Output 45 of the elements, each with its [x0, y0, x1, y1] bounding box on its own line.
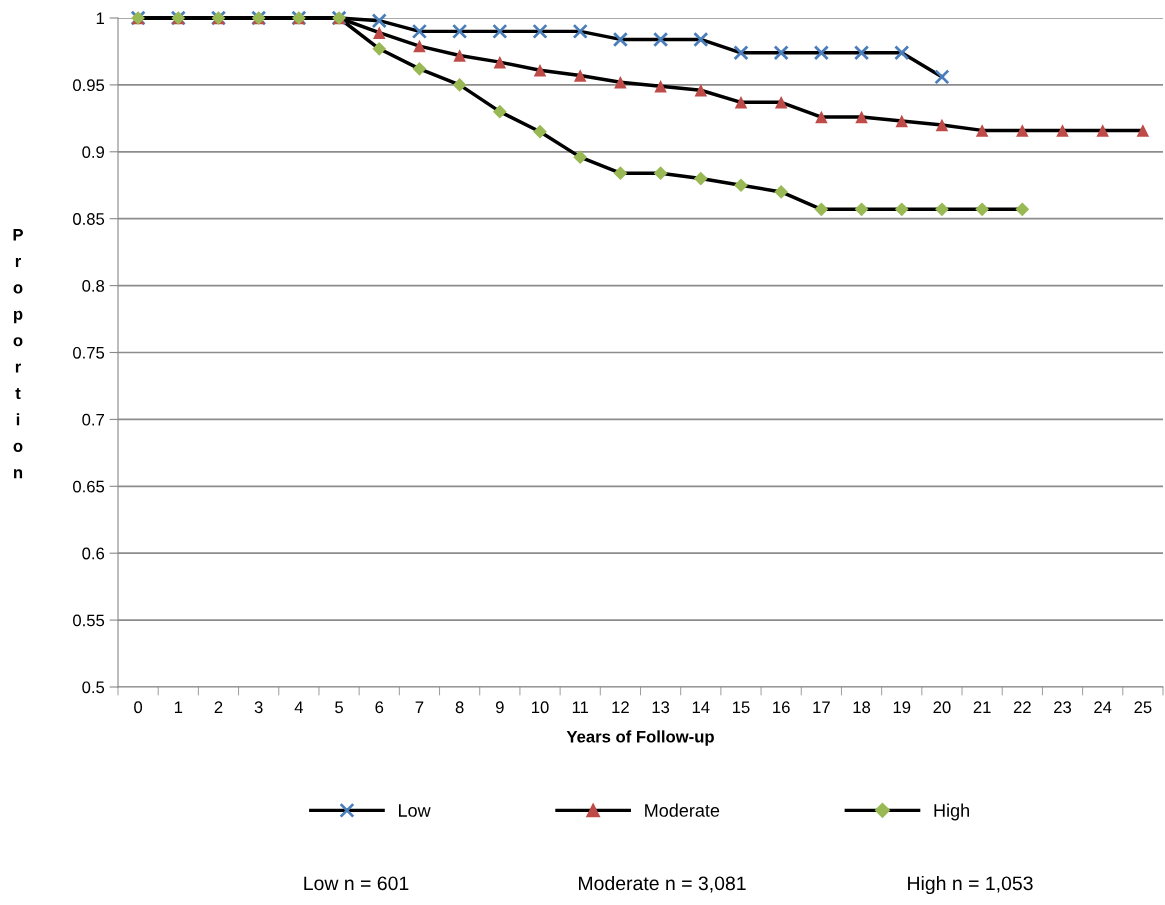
x-tick-label: 12: [612, 701, 629, 713]
y-tick-label: 0.65: [73, 480, 105, 493]
x-tick-label: 2: [214, 701, 223, 713]
y-tick-label: 0.55: [73, 614, 105, 627]
y-tick-label: 0.9: [82, 146, 105, 158]
x-tick-label: 18: [853, 701, 871, 714]
x-tick-label: 4: [294, 701, 304, 713]
legend-label: Moderate: [645, 803, 720, 817]
x-tick-label: 0: [134, 701, 143, 714]
x-tick-label: 9: [495, 701, 504, 714]
x-axis-title: Years of Follow-up: [566, 730, 714, 746]
y-tick-label: 1: [96, 12, 104, 25]
x-tick-label: 22: [1013, 701, 1031, 713]
x-tick-label: 24: [1094, 701, 1112, 713]
x-tick-label: 23: [1054, 701, 1072, 714]
x-tick-label: 3: [254, 701, 263, 714]
y-tick-label: 0.5: [82, 681, 105, 694]
legend-label: Low: [399, 804, 431, 817]
x-tick-label: 21: [973, 701, 991, 713]
x-tick-label: 8: [455, 701, 464, 714]
y-tick-label: 0.6: [82, 547, 105, 560]
x-tick-label: 13: [652, 701, 670, 714]
y-tick-label: 0.85: [73, 213, 105, 225]
text: High n = 1,053: [908, 875, 1033, 895]
legend-label: High: [934, 803, 969, 821]
x-tick-label: 6: [375, 701, 384, 714]
x-tick-label: 11: [572, 701, 589, 713]
x-tick-label: 16: [773, 701, 790, 714]
x-tick-label: 1: [174, 701, 183, 713]
x-tick-label: 5: [335, 701, 343, 714]
x-tick-label: 7: [415, 701, 424, 713]
text: Low n = 601: [304, 876, 409, 891]
y-tick-label: 0.8: [82, 280, 105, 292]
x-tick-label: 25: [1134, 701, 1152, 714]
text: Moderate n = 3,081: [579, 875, 746, 893]
y-tick-label: 0.95: [73, 79, 105, 92]
text: Proportion: [13, 229, 23, 479]
y-tick-label: 0.75: [73, 346, 105, 359]
x-tick-label: 15: [732, 701, 750, 714]
x-tick-label: 19: [893, 701, 911, 714]
x-tick-label: 10: [532, 701, 549, 714]
x-tick-label: 20: [933, 701, 951, 714]
x-tick-label: 14: [692, 701, 710, 713]
x-tick-label: 17: [813, 701, 830, 713]
y-tick-label: 0.7: [82, 413, 104, 426]
